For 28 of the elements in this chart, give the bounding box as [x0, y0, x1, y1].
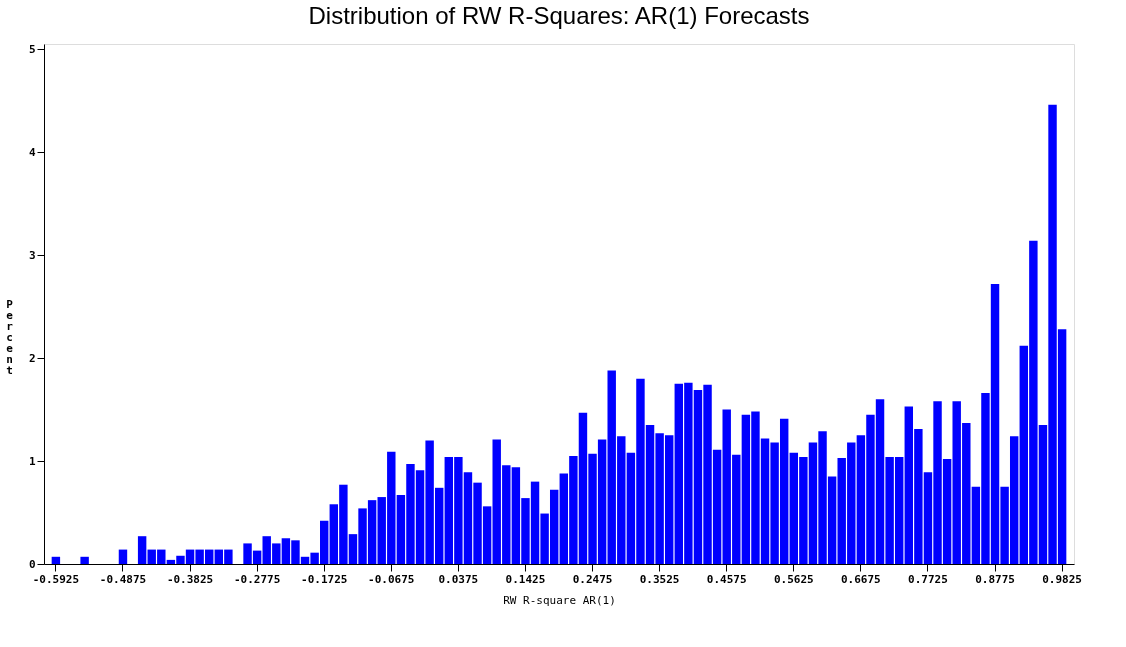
y-tick-label: 2 — [28, 351, 36, 365]
x-tick-label: -0.4875 — [99, 572, 147, 586]
y-axis-title: Percent — [6, 297, 14, 377]
x-tick-label: -0.0675 — [368, 572, 415, 586]
x-tick-label: 0.3525 — [639, 572, 680, 586]
x-tick-label: 0.0375 — [438, 572, 479, 586]
y-tick-label: 3 — [28, 248, 36, 262]
x-tick-label: 0.4575 — [706, 572, 747, 586]
x-tick-label: 0.7725 — [908, 572, 948, 586]
x-tick-label: 0.5625 — [773, 572, 814, 586]
x-tick-label: -0.5925 — [32, 572, 80, 586]
chart-title: Distribution of RW R-Squares: AR(1) Forecasts — [308, 2, 810, 30]
bar — [80, 556, 89, 564]
x-tick-label: -0.1725 — [301, 572, 348, 586]
x-tick-label: 0.1425 — [505, 572, 546, 586]
x-tick-label: 0.9825 — [1042, 572, 1082, 586]
x-tick-label: -0.2775 — [233, 572, 281, 586]
y-tick-label: 4 — [28, 145, 36, 159]
x-tick-label: 0.6675 — [841, 572, 881, 586]
x-tick-label: -0.3825 — [166, 572, 214, 586]
x-axis-title: RW R-square AR(1) — [503, 593, 616, 607]
y-tick-label: 5 — [28, 42, 36, 56]
bar — [51, 556, 61, 564]
y-tick-label: 1 — [28, 454, 36, 468]
x-tick-label: 0.2475 — [572, 572, 613, 586]
bar — [118, 549, 128, 564]
x-tick-label: 0.8775 — [975, 572, 1015, 586]
y-tick-label: 0 — [28, 557, 36, 571]
